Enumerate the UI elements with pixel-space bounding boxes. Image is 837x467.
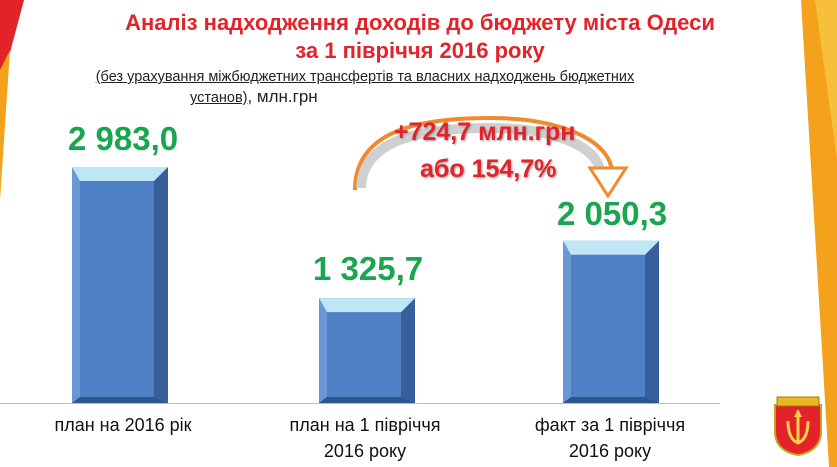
odesa-coat-of-arms-icon bbox=[774, 396, 822, 457]
category-label-plan-year: план на 2016 рік bbox=[13, 412, 233, 438]
bar-plan-year-bevel-left bbox=[72, 167, 80, 403]
unit-label: , млн.грн bbox=[247, 87, 318, 106]
baseline bbox=[0, 403, 720, 404]
bar-plan-year-bevel-right bbox=[154, 167, 168, 403]
category-label-plan-half: план на 1 півріччя 2016 року bbox=[255, 412, 475, 464]
category-label-fact-half: факт за 1 півріччя 2016 року bbox=[500, 412, 720, 464]
subtitle-line2: установ), млн.грн bbox=[190, 88, 318, 107]
delta-percent: або 154,7% bbox=[420, 155, 557, 183]
growth-arrow-head bbox=[587, 166, 629, 199]
subtitle-line1: (без урахування міжбюджетних трансфертів… bbox=[95, 69, 635, 85]
bar-plan-half-bevel-right bbox=[401, 298, 415, 403]
bar-fact-half-bevel-bottom bbox=[563, 397, 659, 403]
left-stripe-decoration bbox=[0, 0, 24, 200]
bar-plan-half-top-cap bbox=[319, 298, 415, 313]
bar-fact-half bbox=[563, 240, 659, 403]
category-label-line: 2016 року bbox=[323, 441, 407, 461]
page-title-period: за 1 півріччя 2016 року bbox=[295, 38, 545, 63]
bar-fact-half-bevel-right bbox=[645, 240, 659, 403]
page-title: Аналіз надходження доходів до бюджету мі… bbox=[125, 10, 715, 35]
delta-amount: +724,7 млн.грн bbox=[394, 118, 576, 146]
category-label-line: 2016 року bbox=[568, 441, 652, 461]
bar-plan-half-bevel-bottom bbox=[319, 397, 415, 403]
bar-fact-half-bevel-left bbox=[563, 240, 571, 403]
category-label-line: план на 1 півріччя bbox=[289, 415, 441, 435]
value-label-fact-half: 2 050,3 bbox=[557, 195, 668, 232]
right-stripe-decoration bbox=[801, 0, 837, 467]
bar-plan-half bbox=[319, 298, 415, 403]
category-label-line: план на 2016 рік bbox=[54, 415, 192, 435]
category-label-line: факт за 1 півріччя bbox=[534, 415, 686, 435]
bar-plan-year bbox=[72, 167, 168, 403]
growth-arrow-body bbox=[356, 122, 605, 189]
growth-arrow bbox=[353, 115, 614, 191]
subtitle-underlined: установ) bbox=[190, 90, 248, 106]
value-label-plan-half: 1 325,7 bbox=[313, 250, 424, 287]
value-label-plan-year: 2 983,0 bbox=[68, 120, 179, 157]
bar-plan-half-bevel-left bbox=[319, 298, 327, 403]
bar-fact-half-top-cap bbox=[563, 240, 659, 255]
bar-plan-year-top-cap bbox=[72, 167, 168, 181]
bar-plan-year-bevel-bottom bbox=[72, 397, 168, 403]
